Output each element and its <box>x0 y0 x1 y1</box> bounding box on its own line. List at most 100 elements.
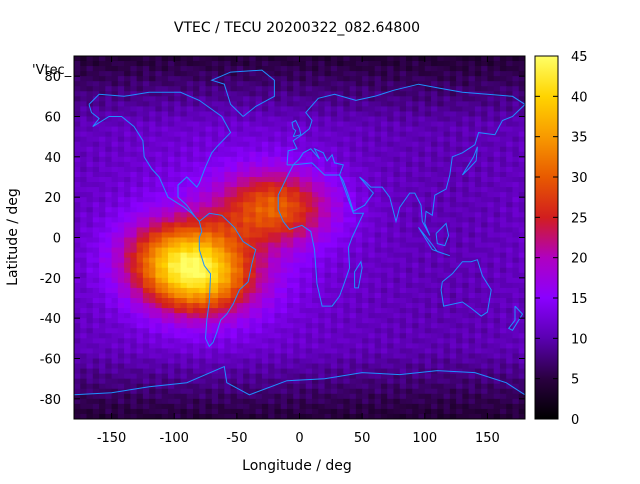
heatmap-cell <box>350 343 357 349</box>
heatmap-cell <box>256 379 263 385</box>
heatmap-cell <box>500 303 507 309</box>
heatmap-cell <box>80 288 87 294</box>
heatmap-cell <box>406 298 413 304</box>
heatmap-cell <box>293 101 300 107</box>
heatmap-cell <box>118 364 125 370</box>
heatmap-cell <box>431 217 438 223</box>
heatmap-cell <box>287 384 294 390</box>
heatmap-cell <box>105 404 112 410</box>
heatmap-cell <box>494 278 501 284</box>
heatmap-cell <box>343 353 350 359</box>
heatmap-cell <box>437 106 444 112</box>
heatmap-cell <box>356 353 363 359</box>
heatmap-cell <box>350 248 357 254</box>
heatmap-cell <box>381 278 388 284</box>
heatmap-cell <box>99 96 106 102</box>
heatmap-cell <box>137 343 144 349</box>
heatmap-cell <box>362 328 369 334</box>
heatmap-cell <box>112 222 119 228</box>
heatmap-cell <box>281 66 288 72</box>
heatmap-cell <box>74 142 81 148</box>
heatmap-cell <box>368 374 375 380</box>
heatmap-cell <box>506 338 513 344</box>
heatmap-cell <box>356 243 363 249</box>
heatmap-cell <box>118 122 125 128</box>
heatmap-cell <box>318 217 325 223</box>
heatmap-cell <box>450 212 457 218</box>
heatmap-cell <box>312 298 319 304</box>
heatmap-cell <box>462 197 469 203</box>
heatmap-cell <box>287 333 294 339</box>
heatmap-cell <box>444 76 451 82</box>
heatmap-cell <box>444 217 451 223</box>
heatmap-cell <box>199 283 206 289</box>
heatmap-cell <box>475 394 482 400</box>
heatmap-cell <box>406 222 413 228</box>
heatmap-cell <box>174 328 181 334</box>
heatmap-cell <box>431 106 438 112</box>
heatmap-cell <box>425 399 432 405</box>
heatmap-cell <box>224 76 231 82</box>
heatmap-cell <box>456 147 463 153</box>
heatmap-cell <box>387 187 394 193</box>
heatmap-cell <box>168 172 175 178</box>
heatmap-cell <box>93 142 100 148</box>
heatmap-cell <box>212 96 219 102</box>
heatmap-cell <box>412 283 419 289</box>
heatmap-cell <box>506 263 513 269</box>
heatmap-cell <box>80 293 87 299</box>
heatmap-cell <box>93 283 100 289</box>
heatmap-cell <box>218 167 225 173</box>
heatmap-cell <box>450 263 457 269</box>
heatmap-cell <box>162 268 169 274</box>
heatmap-cell <box>243 348 250 354</box>
heatmap-cell <box>475 61 482 67</box>
heatmap-cell <box>155 323 162 329</box>
heatmap-cell <box>444 348 451 354</box>
heatmap-cell <box>249 227 256 233</box>
heatmap-cell <box>256 162 263 168</box>
heatmap-cell <box>444 379 451 385</box>
heatmap-cell <box>325 167 332 173</box>
heatmap-cell <box>362 76 369 82</box>
heatmap-cell <box>412 384 419 390</box>
heatmap-cell <box>494 298 501 304</box>
heatmap-cell <box>262 127 269 133</box>
heatmap-cell <box>293 343 300 349</box>
heatmap-cell <box>268 283 275 289</box>
heatmap-cell <box>481 101 488 107</box>
heatmap-cell <box>187 167 194 173</box>
heatmap-cell <box>350 167 357 173</box>
heatmap-cell <box>249 137 256 143</box>
heatmap-cell <box>375 238 382 244</box>
heatmap-cell <box>174 343 181 349</box>
heatmap-cell <box>256 117 263 123</box>
heatmap-cell <box>475 222 482 228</box>
heatmap-cell <box>118 137 125 143</box>
heatmap-cell <box>87 359 94 365</box>
heatmap-cell <box>293 318 300 324</box>
heatmap-cell <box>199 278 206 284</box>
heatmap-cell <box>80 172 87 178</box>
heatmap-cell <box>262 399 269 405</box>
heatmap-cell <box>262 333 269 339</box>
heatmap-cell <box>500 217 507 223</box>
heatmap-cell <box>512 293 519 299</box>
heatmap-cell <box>343 364 350 370</box>
heatmap-cell <box>224 364 231 370</box>
heatmap-cell <box>406 152 413 158</box>
heatmap-cell <box>481 379 488 385</box>
heatmap-cell <box>406 217 413 223</box>
heatmap-cell <box>287 338 294 344</box>
heatmap-cell <box>256 394 263 400</box>
heatmap-cell <box>218 152 225 158</box>
heatmap-cell <box>193 343 200 349</box>
heatmap-cell <box>444 132 451 138</box>
heatmap-cell <box>456 389 463 395</box>
heatmap-cell <box>237 222 244 228</box>
heatmap-cell <box>193 227 200 233</box>
heatmap-cell <box>362 379 369 385</box>
heatmap-cell <box>93 318 100 324</box>
heatmap-cell <box>162 364 169 370</box>
heatmap-cell <box>212 238 219 244</box>
